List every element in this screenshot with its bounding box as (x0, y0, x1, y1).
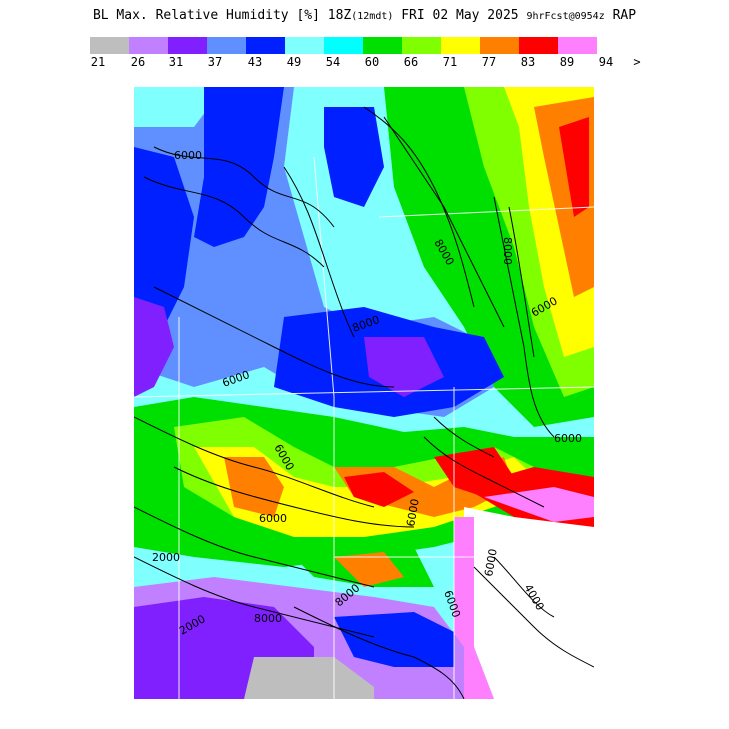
title-date: FRI 02 May 2025 (401, 8, 519, 23)
contour-label: 6000 (554, 432, 582, 445)
color-legend (90, 37, 597, 54)
legend-label: 66 (403, 55, 419, 69)
legend-label: 83 (520, 55, 536, 69)
legend-label: 54 (325, 55, 341, 69)
title-forecast: 9hrFcst@0954z (526, 11, 605, 22)
legend-label: 37 (207, 55, 223, 69)
humidity-map: 6000 8000 8000 6000 8000 6000 6000 6000 … (134, 87, 594, 699)
legend-label: > (633, 55, 641, 69)
legend-label: 89 (559, 55, 575, 69)
title-main: BL Max. Relative Humidity [%] 18Z (92, 8, 352, 23)
contour-label: 8000 (501, 237, 514, 265)
legend-swatch (129, 37, 168, 54)
contour-label: 2000 (152, 551, 180, 564)
legend-swatch (480, 37, 519, 54)
contour-label: 6000 (482, 548, 500, 578)
legend-labels: 21 26 31 37 43 49 54 60 66 71 77 83 89 9… (0, 55, 729, 69)
contour-label: 6000 (404, 498, 422, 528)
legend-label: 31 (168, 55, 184, 69)
legend-swatch (207, 37, 246, 54)
legend-swatch (168, 37, 207, 54)
contour-label: 6000 (174, 149, 202, 162)
title-init: (12mdt) (351, 11, 394, 22)
legend-swatch (558, 37, 597, 54)
map-title: BL Max. Relative Humidity [%] 18Z(12mdt)… (0, 8, 729, 23)
contour-label: 6000 (259, 512, 287, 525)
legend-swatch (441, 37, 480, 54)
legend-label: 94 (598, 55, 614, 69)
legend-label: 21 (90, 55, 106, 69)
legend-swatch (519, 37, 558, 54)
contour-label: 8000 (254, 612, 282, 625)
legend-label: 49 (286, 55, 302, 69)
legend-swatch (324, 37, 363, 54)
legend-swatch (363, 37, 402, 54)
legend-swatch (285, 37, 324, 54)
legend-label: 71 (442, 55, 458, 69)
legend-swatch (402, 37, 441, 54)
legend-swatch (246, 37, 285, 54)
legend-label: 26 (130, 55, 146, 69)
title-model: RAP (612, 8, 637, 23)
legend-swatch (90, 37, 129, 54)
legend-label: 43 (247, 55, 263, 69)
legend-label: 77 (481, 55, 497, 69)
legend-label: 60 (364, 55, 380, 69)
